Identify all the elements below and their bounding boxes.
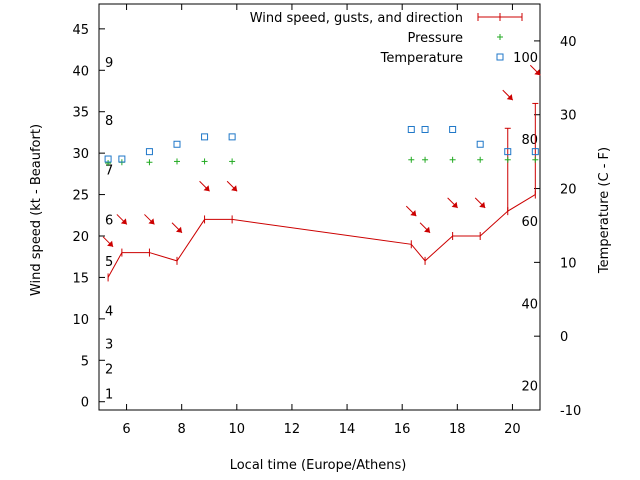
direction-arrowhead [148,218,155,225]
y2-tick-label: 0 [560,330,568,345]
beaufort-label: 6 [105,213,113,228]
temperature-point [531,148,539,156]
x-tick-label: 20 [504,422,521,437]
y-tick-label: 25 [72,189,89,204]
beaufort-label: 2 [105,363,113,378]
direction-arrowhead [231,185,238,192]
temperature-point [145,148,153,156]
beaufort-label: 3 [105,338,113,353]
beaufort-label: 5 [105,255,113,270]
y2-tick-label: 20 [560,183,577,198]
wind-speed-line [107,194,536,278]
y-tick-label: 40 [72,64,89,79]
direction-arrowhead [534,69,541,76]
legend-sample-temperature [496,53,504,61]
y-tick-label: 0 [81,396,89,411]
direction-arrowhead [506,94,513,101]
x-tick-label: 12 [284,422,301,437]
y2-axis-label: Temperature (C - F) [597,147,612,274]
y-tick-label: 5 [81,354,89,369]
direction-arrowhead [424,226,431,233]
legend-label-pressure: Pressure [407,31,463,46]
y-tick-label: 35 [72,106,89,121]
plot-frame [98,3,541,411]
fahrenheit-label: 80 [521,133,538,148]
fahrenheit-label: 20 [521,380,538,395]
y2-tick-label: 40 [560,35,577,50]
fahrenheit-label: 40 [521,298,538,313]
y-tick-label: 45 [72,23,89,38]
x-tick-label: 18 [449,422,466,437]
beaufort-label: 9 [105,56,113,71]
temperature-point [504,148,512,156]
y2-tick-label: 30 [560,109,577,124]
x-tick-label: 10 [229,422,246,437]
direction-arrowhead [410,210,417,217]
temperature-point [118,155,126,163]
direction-arrowhead [203,185,210,192]
temperature-point [173,140,181,148]
direction-arrowhead [451,201,458,208]
y2-tick-label: -10 [560,404,581,419]
temperature-point [201,133,209,141]
beaufort-label: 1 [105,387,113,402]
y-axis-label: Wind speed (kt - Beaufort) [29,124,44,296]
direction-arrowhead [120,218,127,225]
temperature-point [476,140,484,148]
beaufort-label: 7 [105,164,113,179]
temperature-point [449,125,457,133]
y-tick-label: 10 [72,313,89,328]
temperature-point [407,125,415,133]
temperature-point [228,133,236,141]
beaufort-label: 4 [105,305,113,320]
x-tick-label: 14 [339,422,356,437]
y-tick-label: 15 [72,271,89,286]
y-tick-label: 30 [72,147,89,162]
y-tick-label: 20 [72,230,89,245]
x-tick-label: 16 [394,422,411,437]
x-tick-label: 6 [122,422,130,437]
direction-arrowhead [107,240,114,247]
beaufort-label: 8 [105,114,113,129]
direction-arrowhead [176,226,183,233]
legend-label-wind: Wind speed, gusts, and direction [250,11,463,26]
y2-tick-label: 10 [560,256,577,271]
temperature-point [104,155,112,163]
direction-arrowhead [479,201,486,208]
x-axis-label: Local time (Europe/Athens) [230,458,407,473]
legend-label-temperature: Temperature [380,51,463,66]
fahrenheit-label: 60 [521,215,538,230]
x-tick-label: 8 [178,422,186,437]
temperature-point [421,125,429,133]
fahrenheit-label: 100 [513,51,538,66]
